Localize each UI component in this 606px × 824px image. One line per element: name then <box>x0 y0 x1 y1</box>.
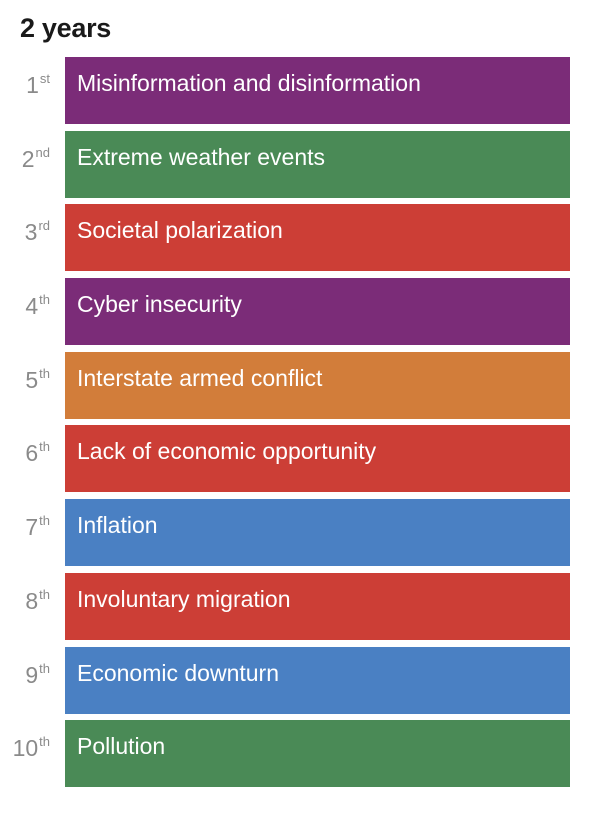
risk-row-10: 10th Pollution <box>0 720 606 788</box>
rank-number: 10th <box>12 734 50 762</box>
risk-ranking-list: 1st Misinformation and disinformation 2n… <box>0 57 606 794</box>
rank-number: 7th <box>25 513 50 541</box>
risk-row-1: 1st Misinformation and disinformation <box>0 57 606 124</box>
risk-bar: Economic downturn <box>65 646 570 714</box>
rank-number: 4th <box>25 292 50 320</box>
risk-bar: Cyber insecurity <box>65 278 570 346</box>
risk-label: Involuntary migration <box>77 585 291 612</box>
risk-row-4: 4th Cyber insecurity <box>0 278 606 346</box>
risk-bar: Inflation <box>65 499 570 567</box>
rank-number: 2nd <box>21 144 50 172</box>
risk-label: Lack of economic opportunity <box>77 438 377 465</box>
risk-bar: Misinformation and disinformation <box>65 57 570 124</box>
risk-bar: Involuntary migration <box>65 572 570 640</box>
risk-row-9: 9th Economic downturn <box>0 646 606 714</box>
risk-label: Interstate armed conflict <box>77 364 323 391</box>
risk-bar: Interstate armed conflict <box>65 351 570 419</box>
risk-bar: Lack of economic opportunity <box>65 425 570 493</box>
risk-label: Economic downturn <box>77 659 279 686</box>
rank-number: 8th <box>25 586 50 614</box>
risk-row-8: 8th Involuntary migration <box>0 572 606 640</box>
rank-number: 6th <box>25 439 50 467</box>
risk-row-3: 3rd Societal polarization <box>0 204 606 272</box>
risk-row-6: 6th Lack of economic opportunity <box>0 425 606 493</box>
risk-label: Pollution <box>77 733 166 760</box>
risk-label: Cyber insecurity <box>77 291 242 318</box>
risk-label: Misinformation and disinformation <box>77 70 421 96</box>
rank-number: 1st <box>26 71 50 98</box>
rank-number: 3rd <box>24 218 50 246</box>
rank-number: 5th <box>25 365 50 393</box>
risk-bar: Pollution <box>65 720 570 788</box>
risk-bar: Societal polarization <box>65 204 570 272</box>
page-title: 2 years <box>20 13 111 43</box>
risk-row-2: 2nd Extreme weather events <box>0 130 606 198</box>
risk-label: Societal polarization <box>77 217 283 244</box>
rank-number: 9th <box>25 660 50 688</box>
risk-label: Extreme weather events <box>77 143 326 170</box>
risk-row-5: 5th Interstate armed conflict <box>0 351 606 419</box>
risk-row-7: 7th Inflation <box>0 499 606 567</box>
risk-label: Inflation <box>77 512 158 539</box>
risk-bar: Extreme weather events <box>65 130 570 198</box>
